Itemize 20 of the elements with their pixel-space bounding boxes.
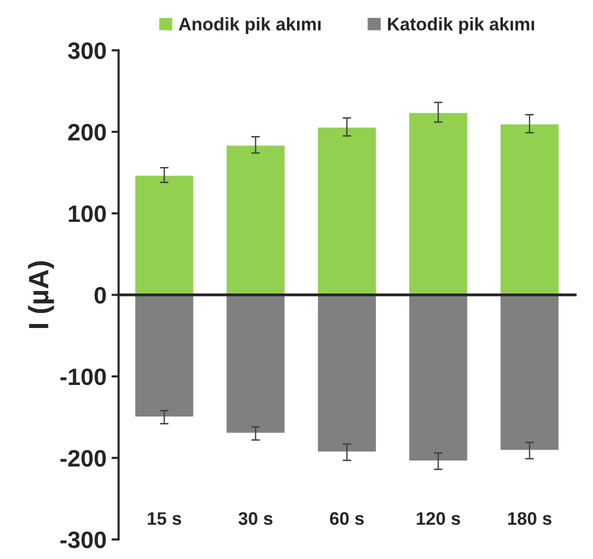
- bar: [316, 294, 378, 453]
- x-tick-label: 60 s: [330, 512, 364, 525]
- y-tick-label: 0: [94, 286, 106, 304]
- bar: [408, 294, 469, 462]
- legend-label: Anodik pik akımı: [178, 17, 321, 34]
- y-tick-label: -200: [60, 450, 106, 467]
- y-tick-label: 300: [68, 42, 106, 60]
- y-tick-label: -100: [60, 368, 106, 386]
- x-tick-label: 15 s: [148, 512, 182, 525]
- bar: [499, 294, 560, 452]
- y-tick-label: 100: [68, 205, 106, 222]
- x-tick-label: 180 s: [508, 512, 552, 525]
- bar: [225, 294, 286, 434]
- bar: [134, 294, 195, 418]
- x-tick-label: 30 s: [238, 512, 272, 525]
- y-tick-label: -300: [60, 532, 106, 548]
- x-tick-label: 120 s: [416, 512, 460, 525]
- legend-label: Katodik pik akımı: [388, 17, 534, 34]
- y-axis-title: I (µA): [28, 261, 54, 328]
- y-tick-label: 200: [68, 124, 106, 141]
